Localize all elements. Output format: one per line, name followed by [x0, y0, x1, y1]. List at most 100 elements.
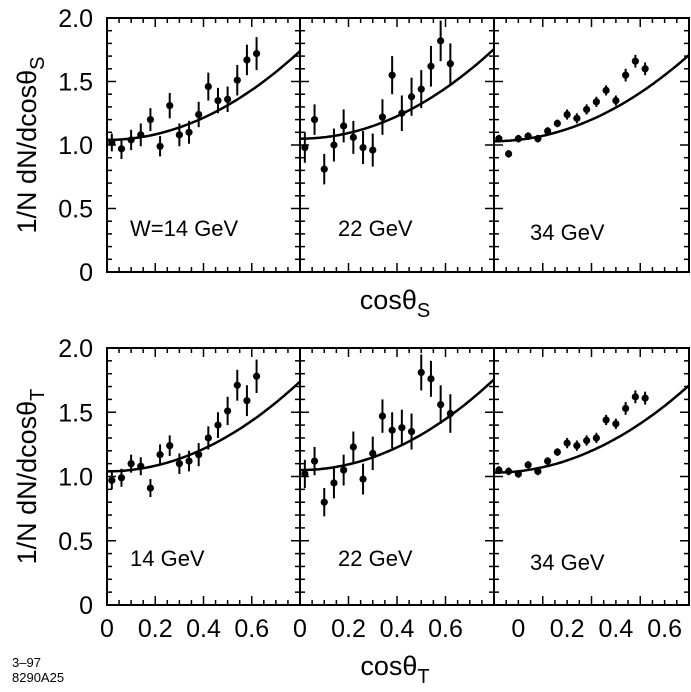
data-point — [446, 60, 454, 68]
panel-label: 22 GeV — [338, 216, 413, 241]
y-tick-label: 1.5 — [58, 69, 93, 97]
data-point — [310, 457, 319, 465]
data-point — [330, 479, 338, 487]
data-point — [137, 131, 145, 139]
data-point — [195, 110, 203, 119]
data-point — [495, 135, 503, 143]
data-point — [563, 110, 571, 119]
data-point — [378, 113, 387, 121]
fit-curve — [299, 48, 495, 140]
data-point — [224, 407, 232, 415]
fit-curve — [494, 54, 690, 143]
data-point — [359, 475, 367, 483]
data-point — [388, 426, 396, 434]
data-point — [330, 141, 338, 149]
panel-label: 14 GeV — [130, 546, 205, 571]
data-point — [446, 409, 454, 418]
data-point — [349, 443, 357, 451]
data-point — [320, 165, 328, 173]
data-point — [175, 131, 183, 139]
x-tick-label: 0.2 — [550, 615, 585, 643]
x-tick-label: 0.4 — [598, 615, 633, 643]
panel-label: 34 GeV — [530, 220, 605, 245]
data-point — [156, 451, 164, 459]
data-point — [631, 393, 639, 401]
data-point — [602, 416, 610, 424]
panel-label: 34 GeV — [530, 550, 605, 575]
data-point — [175, 460, 183, 468]
data-point — [641, 65, 649, 73]
data-point — [166, 442, 174, 450]
data-point — [602, 86, 610, 94]
x-tick-label: 0 — [293, 615, 307, 643]
data-point — [185, 457, 193, 465]
y-axis-title: 1/N dN/dcosθT — [12, 389, 49, 565]
data-point — [495, 466, 503, 474]
data-point — [592, 98, 600, 106]
y-tick-label: 0 — [79, 592, 93, 620]
y-tick-label: 1.0 — [58, 132, 93, 160]
data-point — [622, 71, 630, 79]
data-point — [310, 116, 319, 124]
data-point — [563, 439, 571, 447]
data-point — [544, 127, 552, 135]
y-tick-label: 1.0 — [58, 464, 93, 492]
y-tick-label: 1.5 — [58, 399, 93, 427]
data-point — [252, 372, 261, 380]
data-point — [369, 449, 377, 457]
data-point — [340, 466, 348, 474]
data-point — [573, 442, 581, 450]
data-point — [117, 474, 126, 482]
fit-curve — [494, 384, 690, 474]
fit-curve — [106, 380, 301, 473]
x-tick-label: 0.6 — [647, 615, 682, 643]
figure-code-id: 8290A25 — [12, 670, 65, 685]
data-point — [417, 368, 425, 377]
data-point — [583, 105, 591, 114]
data-point — [398, 109, 406, 117]
data-point — [108, 138, 116, 147]
data-point — [573, 114, 581, 122]
data-point — [369, 146, 377, 154]
data-point — [195, 451, 203, 459]
data-point — [252, 49, 261, 58]
data-point — [156, 142, 164, 150]
data-point — [359, 143, 367, 152]
data-point — [524, 461, 532, 469]
data-point — [514, 135, 522, 143]
data-point — [146, 116, 155, 124]
x-axis-title: cosθT — [360, 651, 429, 688]
data-point — [301, 143, 309, 152]
fit-curve — [107, 50, 301, 142]
data-point — [108, 476, 116, 484]
data-point — [301, 470, 309, 478]
x-tick-label: 0.6 — [234, 615, 269, 643]
data-point — [233, 381, 241, 389]
data-point — [204, 434, 212, 442]
data-point — [407, 93, 416, 101]
data-point — [437, 400, 445, 409]
data-point — [233, 76, 241, 84]
x-tick-label: 0 — [100, 615, 114, 643]
data-point — [505, 467, 513, 475]
data-point — [320, 498, 328, 506]
data-point — [137, 462, 145, 470]
data-point — [427, 375, 435, 383]
data-point — [641, 394, 649, 402]
data-point — [524, 132, 532, 140]
data-point — [505, 150, 513, 158]
data-point — [417, 85, 425, 93]
data-point — [388, 71, 396, 79]
data-point — [117, 145, 126, 153]
data-point — [514, 470, 522, 478]
data-point — [243, 397, 251, 405]
x-tick-label: 0 — [511, 615, 525, 643]
y-tick-label: 2.0 — [58, 5, 93, 33]
x-tick-label: 0.4 — [380, 615, 415, 643]
x-tick-label: 0.2 — [331, 615, 366, 643]
data-point — [583, 436, 591, 445]
data-point — [612, 96, 620, 105]
data-point — [631, 57, 639, 65]
x-axis-title: cosθS — [360, 285, 430, 322]
